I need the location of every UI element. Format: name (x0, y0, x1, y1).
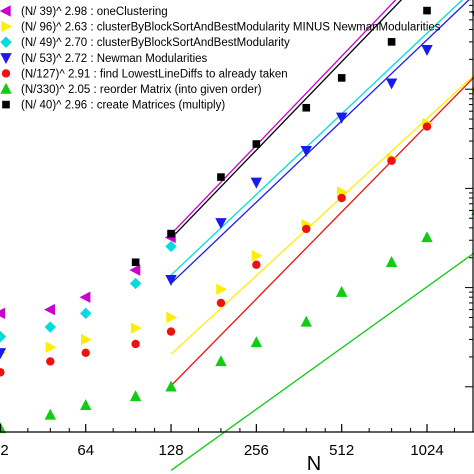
legend-marker-6 (0, 82, 12, 94)
data-point-s4-8 (385, 78, 398, 90)
data-point-s2-5 (130, 322, 142, 334)
data-point-s5-4 (81, 348, 90, 358)
data-point-s7-4 (252, 140, 261, 148)
data-point-s4-5 (250, 177, 263, 189)
data-point-s6-3 (80, 399, 92, 411)
data-point-s6-1 (0, 422, 7, 434)
data-point-s6-9 (335, 285, 348, 297)
fit-line-1 (170, 0, 397, 235)
data-point-s7-8 (423, 6, 431, 15)
data-point-s1-5 (129, 264, 141, 276)
data-point-s6-7 (250, 336, 263, 348)
data-point-s2-7 (216, 283, 228, 296)
data-point-s6-8 (300, 315, 312, 327)
data-point-s3-2 (0, 330, 7, 343)
data-point-s7-7 (387, 38, 396, 46)
data-point-s6-11 (421, 231, 433, 243)
data-point-s1-3 (44, 303, 55, 316)
data-point-s4-9 (421, 45, 433, 56)
data-point-s4-7 (335, 112, 348, 124)
data-point-s5-5 (131, 339, 140, 349)
x-tick-label-128: 128 (159, 442, 184, 459)
legend-entry-6: (N/330)^ 2.05 : reorder Matrix (into giv… (21, 84, 262, 96)
legend-marker-4 (0, 53, 12, 64)
axes: 32 64 128 256 512 1024 (0, 0, 474, 459)
data-point-s1-2 (0, 307, 6, 320)
legend-marker-3 (0, 36, 12, 48)
legend-entry-7: (N/ 40)^ 2.96 : create Matrices (multipl… (21, 100, 225, 112)
data-point-s6-10 (385, 256, 398, 267)
data-point-s7-5 (302, 103, 311, 112)
fit-line-7 (170, 0, 403, 239)
data-point-s5-12 (422, 122, 432, 131)
legend-entry-5: (N/127)^ 2.91 : find LowestLineDiffs to … (21, 68, 288, 80)
x-tick-label-32: 32 (0, 442, 9, 459)
x-axis-title: N (307, 453, 321, 474)
data-point-s4-4 (215, 218, 227, 229)
data-point-s2-3 (45, 341, 57, 354)
legend-marker-7 (2, 100, 10, 109)
legend-marker-2 (1, 20, 13, 33)
data-point-s6-2 (44, 408, 56, 420)
data-point-s2-6 (166, 311, 178, 324)
data-point-s5-7 (216, 298, 226, 308)
data-point-s6-6 (215, 355, 227, 367)
data-point-s7-3 (217, 173, 225, 181)
data-point-s5-8 (252, 260, 261, 269)
x-tick-label-1024: 1024 (410, 442, 443, 459)
data-markers (0, 6, 474, 434)
data-point-s5-11 (387, 156, 396, 165)
data-point-s5-3 (46, 357, 55, 366)
fit-line-6 (170, 252, 474, 471)
legend-entry-2: (N/ 96)^ 2.63 : clusterByBlockSortAndBes… (21, 22, 441, 34)
x-tick-label-64: 64 (77, 442, 94, 459)
data-point-s3-6 (165, 240, 177, 253)
data-point-s6-4 (129, 390, 142, 402)
legend: (N/ 39)^ 2.98 : oneClustering (N/ 96)^ 2.… (0, 5, 441, 112)
legend-entry-1: (N/ 39)^ 2.98 : oneClustering (21, 6, 168, 18)
legend-entry-4: (N/ 53)^ 2.72 : Newman Modularities (21, 53, 208, 65)
data-point-s2-8 (251, 249, 263, 262)
legend-entry-3: (N/ 49)^ 2.70 : clusterByBlockSortAndBes… (21, 37, 290, 49)
data-point-s4-2 (0, 348, 7, 360)
data-point-s1-4 (79, 291, 91, 303)
data-point-s3-4 (80, 307, 92, 320)
data-point-s5-9 (302, 224, 311, 234)
x-tick-label-512: 512 (329, 442, 354, 459)
data-point-s5-10 (337, 193, 346, 203)
data-point-s7-1 (131, 258, 140, 267)
data-point-s4-6 (300, 145, 312, 157)
data-point-s3-5 (129, 277, 142, 290)
legend-marker-1 (0, 5, 11, 17)
data-point-s3-3 (44, 321, 56, 333)
data-point-s5-2 (0, 368, 5, 377)
legend-marker-5 (1, 69, 11, 78)
data-point-s5-6 (166, 327, 176, 336)
fit-line-4 (170, 0, 470, 284)
data-point-s7-6 (337, 74, 346, 82)
x-tick-label-256: 256 (244, 442, 269, 459)
data-point-s4-3 (165, 275, 177, 286)
data-point-s2-4 (81, 333, 92, 346)
data-point-s7-2 (167, 229, 175, 238)
data-point-s6-5 (165, 380, 177, 392)
